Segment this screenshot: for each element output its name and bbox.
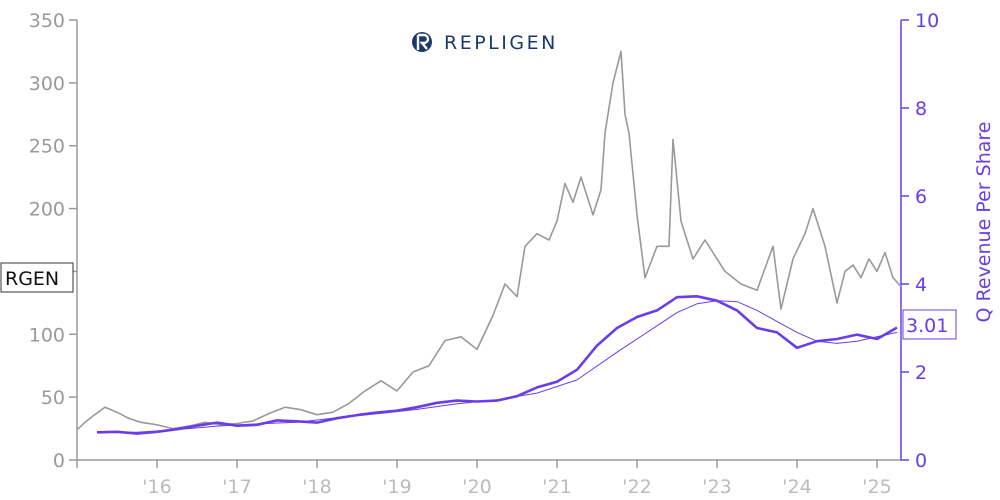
x-tick-label: '16	[142, 476, 171, 498]
left-tick-label: 350	[29, 10, 65, 32]
price-series-line	[76, 50, 902, 431]
left-tick-label: 100	[29, 324, 65, 346]
x-tick-label: '23	[702, 476, 731, 498]
y-axis-label-right: Q Revenue Per Share	[973, 122, 995, 323]
x-tick-label: '21	[542, 476, 571, 498]
left-tick-label: 50	[41, 387, 65, 409]
ticker-label-box: RGEN	[0, 262, 74, 293]
left-tick-label: 0	[53, 450, 65, 472]
x-tick-label: '17	[222, 476, 251, 498]
brand-name: REPLIGEN	[444, 32, 558, 54]
last-value-label: 3.01	[906, 315, 948, 337]
right-tick-label: 6	[915, 186, 927, 208]
right-tick-label: 0	[915, 450, 927, 472]
x-tick-label: '24	[782, 476, 811, 498]
series-layer	[76, 50, 902, 435]
left-axis-ticks: 050100150200250300350	[29, 10, 77, 472]
right-tick-label: 2	[915, 362, 927, 384]
x-tick-label: '18	[302, 476, 331, 498]
x-axis-ticks: '16 '17 '18 '19 '20 '21 '22 '23 '24 '25	[76, 460, 892, 498]
left-tick-label: 200	[29, 199, 65, 221]
revenue-series-line	[96, 295, 898, 435]
left-tick-label: 300	[29, 73, 65, 95]
brand-logo: REPLIGEN	[412, 32, 558, 54]
x-tick-label: '25	[862, 476, 891, 498]
repligen-r-logo-icon	[412, 32, 432, 52]
right-tick-label: 4	[915, 274, 927, 296]
x-tick-label: '19	[382, 476, 411, 498]
x-tick-label: '22	[622, 476, 651, 498]
right-tick-label: 8	[915, 98, 927, 120]
right-tick-label: 10	[915, 10, 939, 32]
last-value-box: 3.01	[902, 309, 957, 340]
ticker-label: RGEN	[5, 268, 59, 290]
x-tick-label: '20	[462, 476, 491, 498]
left-tick-label: 250	[29, 136, 65, 158]
revenue-trend-line	[97, 300, 898, 433]
right-axis-ticks: 0 2 4 6 8 10	[901, 10, 939, 472]
